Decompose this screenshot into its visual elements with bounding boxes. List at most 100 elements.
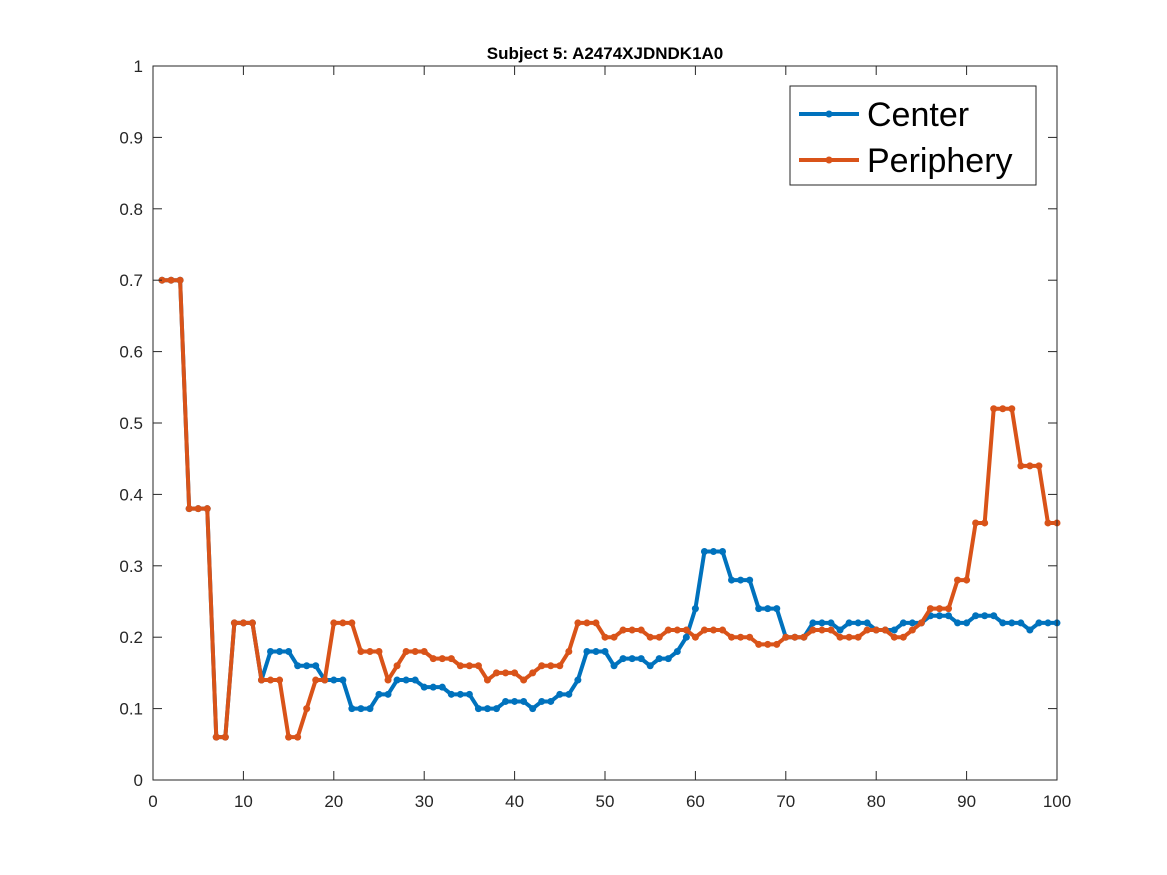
- x-tick-label: 90: [957, 792, 976, 811]
- data-point-periphery: [963, 576, 971, 584]
- data-point-periphery: [972, 519, 980, 527]
- data-point-center: [1008, 619, 1016, 627]
- data-point-center: [474, 705, 482, 713]
- data-point-periphery: [384, 676, 392, 684]
- y-tick-label: 0.1: [119, 700, 143, 719]
- data-point-center: [610, 662, 618, 670]
- data-point-center: [429, 683, 437, 691]
- data-point-center: [483, 705, 491, 713]
- y-tick-label: 0.2: [119, 628, 143, 647]
- data-point-center: [764, 605, 772, 613]
- data-point-periphery: [908, 626, 916, 634]
- legend-swatch-marker: [825, 156, 833, 164]
- data-point-periphery: [556, 662, 564, 670]
- data-point-center: [511, 697, 519, 705]
- data-point-periphery: [637, 626, 645, 634]
- x-tick-label: 40: [505, 792, 524, 811]
- data-point-periphery: [1008, 405, 1016, 413]
- data-point-center: [303, 662, 311, 670]
- data-point-center: [619, 655, 627, 663]
- y-tick-label: 0.4: [119, 485, 143, 504]
- data-point-periphery: [719, 626, 727, 634]
- data-point-periphery: [800, 633, 808, 641]
- data-point-center: [746, 576, 754, 584]
- data-point-center: [664, 655, 672, 663]
- data-point-periphery: [773, 640, 781, 648]
- data-point-periphery: [737, 633, 745, 641]
- data-point-periphery: [764, 640, 772, 648]
- data-point-center: [375, 690, 383, 698]
- data-point-periphery: [420, 647, 428, 655]
- data-point-periphery: [709, 626, 717, 634]
- x-tick-label: 70: [776, 792, 795, 811]
- data-point-periphery: [809, 626, 817, 634]
- data-point-periphery: [755, 640, 763, 648]
- data-point-periphery: [1035, 462, 1043, 470]
- data-point-center: [1017, 619, 1025, 627]
- legend-swatch-marker: [825, 110, 833, 118]
- data-point-center: [267, 647, 275, 655]
- legend-label: Periphery: [867, 142, 1013, 180]
- x-tick-label: 0: [148, 792, 157, 811]
- data-point-periphery: [230, 619, 238, 627]
- data-point-periphery: [547, 662, 555, 670]
- data-point-center: [818, 619, 826, 627]
- data-point-periphery: [935, 605, 943, 613]
- data-point-center: [276, 647, 284, 655]
- data-point-periphery: [700, 626, 708, 634]
- y-tick-label: 0.3: [119, 557, 143, 576]
- data-point-periphery: [393, 662, 401, 670]
- data-point-periphery: [827, 626, 835, 634]
- data-point-periphery: [601, 633, 609, 641]
- data-point-periphery: [212, 733, 220, 741]
- data-point-periphery: [610, 633, 618, 641]
- data-point-periphery: [375, 647, 383, 655]
- data-point-center: [357, 705, 365, 713]
- data-point-center: [384, 690, 392, 698]
- data-point-periphery: [538, 662, 546, 670]
- data-point-center: [438, 683, 446, 691]
- data-point-periphery: [945, 605, 953, 613]
- data-point-periphery: [285, 733, 293, 741]
- data-point-center: [981, 612, 989, 620]
- data-point-periphery: [158, 276, 166, 284]
- x-tick-label: 60: [686, 792, 705, 811]
- data-point-periphery: [411, 647, 419, 655]
- data-point-periphery: [782, 633, 790, 641]
- x-axis: 0 10 20 30 40 50 60 70 80 90 100: [148, 66, 1071, 811]
- data-point-center: [547, 697, 555, 705]
- data-point-center: [908, 619, 916, 627]
- data-point-center: [312, 662, 320, 670]
- data-point-periphery: [321, 676, 329, 684]
- data-point-center: [529, 705, 537, 713]
- data-point-periphery: [981, 519, 989, 527]
- data-point-periphery: [746, 633, 754, 641]
- data-point-periphery: [592, 619, 600, 627]
- data-point-center: [493, 705, 501, 713]
- data-point-periphery: [366, 647, 374, 655]
- y-tick-label: 0: [134, 771, 143, 790]
- data-point-center: [673, 647, 681, 655]
- data-point-center: [972, 612, 980, 620]
- data-point-periphery: [402, 647, 410, 655]
- data-point-periphery: [728, 633, 736, 641]
- data-point-periphery: [276, 676, 284, 684]
- y-axis: 0 0.1 0.2 0.3 0.4 0.5 0.6 0.7 0.8 0.9 1: [119, 57, 1057, 790]
- data-point-center: [330, 676, 338, 684]
- data-point-periphery: [673, 626, 681, 634]
- x-tick-label: 30: [415, 792, 434, 811]
- data-point-periphery: [881, 626, 889, 634]
- data-point-periphery: [664, 626, 672, 634]
- data-point-periphery: [194, 505, 202, 513]
- data-point-periphery: [493, 669, 501, 677]
- data-point-center: [990, 612, 998, 620]
- data-point-center: [945, 612, 953, 620]
- data-point-center: [285, 647, 293, 655]
- data-point-center: [836, 626, 844, 634]
- y-tick-label: 1: [134, 57, 143, 76]
- data-point-periphery: [502, 669, 510, 677]
- data-point-periphery: [1017, 462, 1025, 470]
- data-point-periphery: [429, 655, 437, 663]
- data-point-periphery: [248, 619, 256, 627]
